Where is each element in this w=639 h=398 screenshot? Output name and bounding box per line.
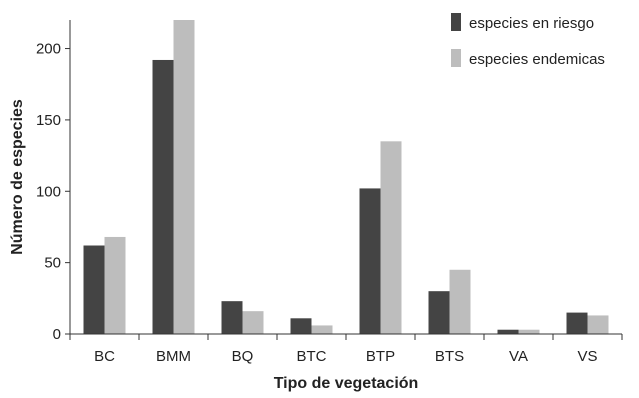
y-tick-label: 100 — [36, 183, 61, 200]
y-axis: 0 50 100 150 200 — [36, 20, 71, 343]
legend-label-endemic: especies endemicas — [469, 51, 605, 68]
y-tick-label: 0 — [53, 326, 61, 343]
bar-risk — [428, 291, 450, 334]
legend: especies en riesgo especies endemicas — [451, 13, 605, 68]
y-tick-label: 150 — [36, 112, 61, 129]
legend-label-risk: especies en riesgo — [469, 15, 594, 32]
bar-risk — [83, 245, 105, 334]
bar-risk — [497, 329, 519, 334]
legend-swatch-endemic — [451, 49, 461, 67]
bar-endemic — [587, 315, 609, 334]
bar-risk — [290, 318, 312, 334]
bar-endemic — [380, 141, 402, 334]
x-tick-label: VS — [577, 348, 597, 365]
x-tick-label: BC — [94, 348, 115, 365]
bar-endemic — [449, 269, 471, 334]
bar-endemic — [242, 311, 264, 334]
x-tick-label: BTP — [366, 348, 395, 365]
legend-swatch-risk — [451, 13, 461, 31]
bars-group — [83, 20, 609, 335]
x-tick-label: BMM — [156, 348, 191, 365]
x-tick-label: BTC — [297, 348, 327, 365]
x-axis: BC BMM BQ BTC BTP BTS VA VS — [69, 333, 623, 365]
bar-risk — [359, 188, 381, 334]
bar-endemic — [173, 20, 195, 334]
bar-endemic — [104, 236, 126, 334]
bar-risk — [221, 301, 243, 334]
x-tick-label: VA — [509, 348, 528, 365]
y-tick-label: 50 — [44, 255, 61, 272]
bar-risk — [566, 312, 588, 334]
y-tick-label: 200 — [36, 41, 61, 58]
x-tick-label: BQ — [232, 348, 254, 365]
x-axis-title: Tipo de vegetación — [274, 375, 419, 392]
y-axis-title: Número de especies — [9, 99, 26, 255]
bar-endemic — [311, 325, 333, 334]
bar-endemic — [518, 329, 540, 334]
bar-risk — [152, 59, 174, 335]
x-tick-label: BTS — [435, 348, 464, 365]
